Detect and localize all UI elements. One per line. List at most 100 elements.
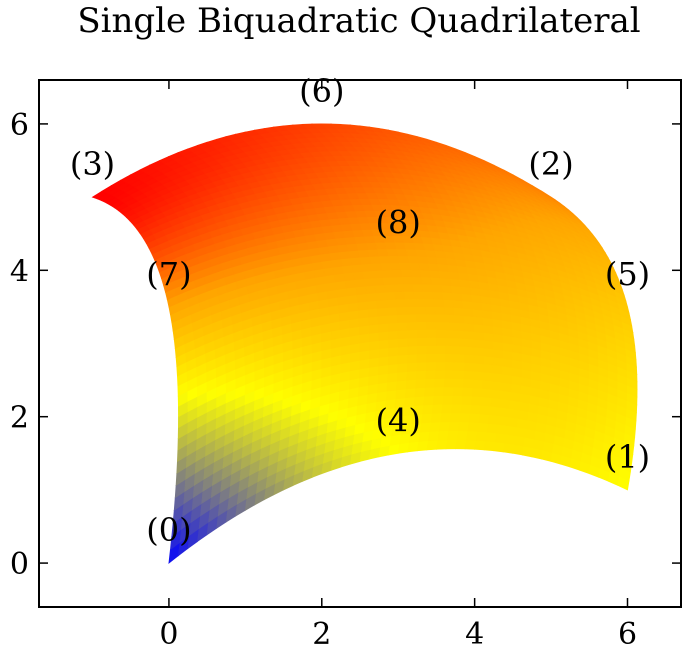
patch-cell (396, 306, 408, 316)
patch-cell (445, 329, 456, 339)
patch-cell (378, 355, 390, 367)
patch-cell (463, 370, 475, 380)
patch-cell (400, 269, 413, 278)
patch-cell (397, 329, 409, 340)
patch-cell (435, 345, 447, 354)
patch-cell (482, 379, 494, 390)
patch-cell (424, 378, 436, 388)
patch-cell (404, 387, 417, 399)
plot-frame (38, 79, 682, 608)
patch-cell (463, 315, 475, 325)
patch-cell (415, 305, 427, 315)
patch-cell (394, 290, 406, 300)
patch-cell (464, 353, 475, 364)
patch-cell (450, 285, 463, 294)
patch-cell (434, 369, 446, 379)
patch-cell (443, 306, 455, 316)
patch-cell (440, 412, 452, 423)
patch-cell (405, 378, 417, 390)
patch-cell (431, 283, 444, 293)
patch-cell (433, 386, 445, 397)
patch-cell (460, 403, 472, 414)
patch-cell (442, 291, 454, 301)
patch-cell (482, 371, 494, 382)
patch-cell (397, 345, 409, 356)
patch-cell (437, 430, 450, 441)
patch-cell (426, 337, 437, 346)
patch-cell (467, 421, 480, 432)
node-label: (5) (605, 255, 650, 293)
patch-cell (416, 345, 428, 355)
axis-ticks: 0 2 4 6 0 2 4 6 (10, 80, 681, 652)
x-tick-label: 4 (465, 617, 484, 652)
x-tick-label: 6 (618, 617, 637, 652)
patch-cell (451, 292, 464, 302)
patch-cell (435, 353, 447, 363)
patch-cell (368, 331, 380, 343)
patch-cell (486, 422, 499, 434)
patch-cell (464, 338, 476, 348)
patch-cell (356, 293, 368, 303)
patch-cell (386, 306, 398, 316)
patch-cell (459, 412, 471, 423)
patch-cell (434, 377, 446, 388)
patch-cell (378, 322, 389, 333)
patch-cell (407, 353, 418, 364)
patch-cell (430, 412, 443, 423)
patch-cell (435, 337, 447, 346)
patch-cell (422, 283, 434, 293)
patch-cell (445, 337, 456, 347)
patch-cell (468, 412, 481, 423)
patch-cell (447, 430, 459, 441)
patch-cell (451, 395, 464, 405)
patch-cell (450, 403, 463, 414)
patch-cell (378, 339, 390, 350)
patch-cell (541, 190, 557, 201)
patch-cell (454, 329, 466, 339)
patch-cell (435, 321, 447, 331)
patch-cell (387, 354, 399, 366)
patch-cell (406, 361, 418, 372)
patch-cell (462, 386, 474, 397)
patch-cell (434, 313, 446, 323)
patch-cell (448, 421, 461, 432)
patch-cell (375, 291, 387, 301)
patch-cell (370, 262, 383, 272)
patch-cell (443, 298, 455, 308)
patch-cell (399, 262, 412, 271)
patch-cell (388, 346, 399, 357)
patch-cell (443, 377, 455, 388)
patch-cell (445, 345, 456, 355)
patch-cell (419, 269, 432, 278)
patch-cell (432, 395, 445, 405)
node-labels: (0) (1) (2) (3) (4) (5) (6) (7) (8) (70, 72, 650, 549)
y-tick-label: 2 (10, 401, 29, 436)
patch-cell (444, 361, 456, 371)
patch-cell (485, 431, 498, 443)
patch-cell (494, 432, 507, 444)
patch-cell (396, 371, 408, 382)
patch-cell (381, 269, 394, 278)
patch-cell (434, 306, 446, 315)
patch-cell (444, 313, 456, 323)
node-label: (0) (146, 511, 191, 549)
patch-cell (410, 269, 422, 278)
patch-cell (378, 330, 389, 341)
patch-cell (380, 262, 393, 271)
patch-cell (406, 321, 418, 331)
patch-cell (355, 285, 367, 296)
patch-cell (366, 299, 378, 310)
patch-cell (397, 337, 409, 348)
patch-cell (397, 354, 409, 365)
patch-cell (461, 395, 473, 406)
patch-cell (445, 353, 456, 363)
patch-cell (469, 404, 482, 415)
patch-cell (415, 313, 427, 323)
patch-cell (405, 305, 417, 315)
patch-cell (404, 298, 417, 307)
patch-cell (385, 389, 397, 401)
node-label: (2) (528, 145, 573, 183)
patch-cell (367, 307, 379, 318)
patch-cell (387, 371, 399, 383)
patch-cell (407, 345, 418, 355)
